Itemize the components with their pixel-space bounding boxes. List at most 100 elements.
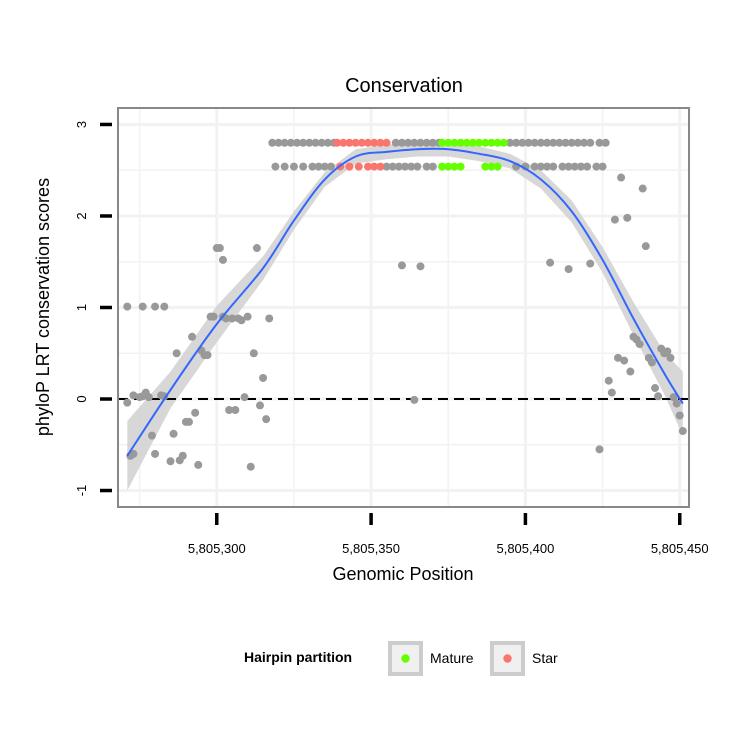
point-other — [317, 138, 326, 147]
point-star — [364, 138, 373, 147]
point-other — [184, 417, 193, 426]
point-mature — [456, 162, 465, 171]
points-layer — [123, 138, 687, 471]
point-mature — [499, 138, 508, 147]
point-other — [422, 138, 431, 147]
point-other — [225, 405, 234, 414]
point-other — [246, 462, 255, 471]
point-other — [401, 162, 410, 171]
legend-label-star: Star — [532, 650, 558, 666]
smooth-curve-layer — [126, 147, 684, 457]
point-star — [345, 138, 354, 147]
point-other — [320, 162, 329, 171]
point-other — [601, 138, 610, 147]
point-star — [354, 162, 363, 171]
point-other — [567, 138, 576, 147]
legend-swatch-star — [503, 654, 512, 663]
y-tick-label: 0 — [74, 395, 89, 402]
point-other — [558, 162, 567, 171]
point-other — [592, 162, 601, 171]
chart-title: Conservation — [345, 75, 463, 97]
point-other — [323, 138, 332, 147]
point-mature — [493, 162, 502, 171]
point-other — [586, 259, 595, 268]
point-other — [129, 449, 138, 458]
point-other — [166, 457, 175, 466]
point-mature — [444, 138, 453, 147]
point-other — [422, 162, 431, 171]
point-other — [237, 316, 246, 325]
point-other — [259, 373, 268, 382]
x-tick-label: 5,805,350 — [342, 541, 400, 556]
point-other — [305, 138, 314, 147]
point-other — [576, 162, 585, 171]
point-other — [555, 138, 564, 147]
point-other — [635, 340, 644, 349]
point-other — [428, 138, 437, 147]
point-other — [543, 162, 552, 171]
point-mature — [450, 138, 459, 147]
y-tick-label: 2 — [74, 212, 89, 219]
legend-title: Hairpin partition — [244, 649, 352, 665]
point-other — [564, 162, 573, 171]
point-mature — [444, 162, 453, 171]
point-other — [299, 162, 308, 171]
y-tick-label: -1 — [74, 485, 89, 497]
legend: Hairpin partition Mature Star — [244, 641, 558, 676]
point-other — [512, 138, 521, 147]
axes: 5,805,300 5,805,350 5,805,400 5,805,450 -1 0 1… — [74, 121, 709, 556]
point-other — [228, 314, 237, 323]
point-other — [255, 401, 264, 410]
point-other — [505, 138, 514, 147]
point-star — [357, 138, 366, 147]
point-other — [607, 388, 616, 397]
point-other — [191, 408, 200, 417]
point-star — [370, 162, 379, 171]
point-star — [351, 138, 360, 147]
point-other — [536, 162, 545, 171]
point-other — [308, 162, 317, 171]
point-other — [641, 242, 650, 251]
point-other — [311, 138, 320, 147]
x-axis-label: Genomic Position — [332, 564, 473, 584]
y-tick-label: 3 — [74, 121, 89, 128]
point-other — [407, 162, 416, 171]
point-mature — [493, 138, 502, 147]
point-other — [222, 314, 231, 323]
point-other — [249, 349, 258, 358]
point-other — [243, 312, 252, 321]
point-other — [203, 351, 212, 360]
point-other — [663, 347, 672, 356]
point-other — [391, 138, 400, 147]
point-other — [586, 138, 595, 147]
point-other — [160, 392, 169, 401]
point-other — [543, 138, 552, 147]
point-other — [524, 138, 533, 147]
point-other — [620, 356, 629, 365]
point-other — [231, 405, 240, 414]
point-mature — [487, 138, 496, 147]
point-other — [583, 162, 592, 171]
point-other — [123, 302, 132, 311]
point-other — [240, 393, 249, 402]
point-star — [376, 138, 385, 147]
point-other — [397, 138, 406, 147]
point-other — [678, 427, 687, 436]
point-star — [370, 138, 379, 147]
point-mature — [456, 138, 465, 147]
point-other — [293, 138, 302, 147]
point-mature — [438, 162, 447, 171]
point-other — [194, 460, 203, 469]
point-other — [623, 213, 632, 222]
point-other — [518, 138, 527, 147]
point-mature — [481, 138, 490, 147]
point-other — [614, 353, 623, 362]
point-other — [626, 367, 635, 376]
point-other — [530, 138, 539, 147]
point-other — [604, 376, 613, 385]
point-other — [265, 314, 274, 323]
point-other — [388, 162, 397, 171]
point-other — [595, 445, 604, 454]
point-other — [536, 138, 545, 147]
